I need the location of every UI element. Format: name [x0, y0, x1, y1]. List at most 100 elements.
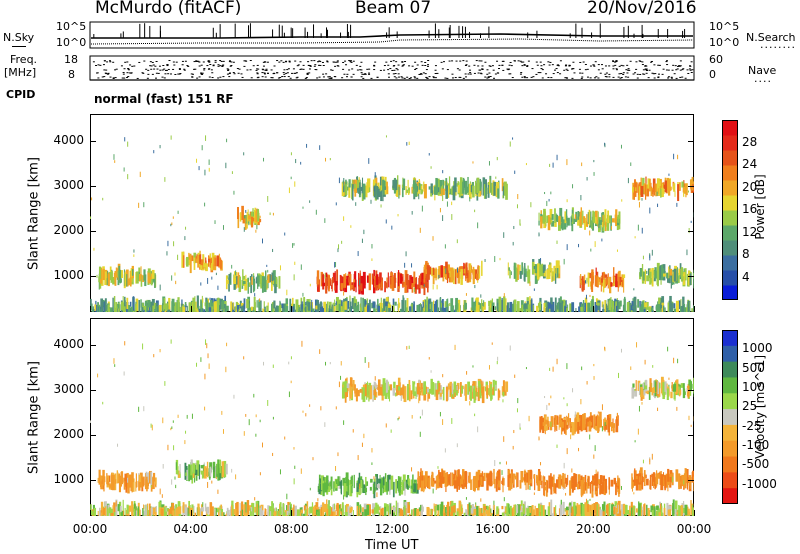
freq-dot	[226, 68, 229, 70]
heatmap-cell	[347, 479, 350, 496]
freq-dot	[620, 73, 623, 75]
heatmap-cell	[498, 480, 501, 488]
freq-dot	[549, 61, 552, 63]
freq-dot	[317, 64, 320, 66]
heatmap-cell	[413, 179, 415, 188]
freq-dot	[368, 73, 371, 75]
heatmap-cell	[469, 183, 472, 199]
heatmap-cell	[630, 507, 633, 516]
freq-dot	[154, 65, 157, 67]
freq-dot	[310, 60, 313, 62]
heatmap-cell	[220, 465, 222, 479]
heatmap-cell	[289, 506, 291, 516]
freq-dot	[441, 68, 444, 70]
heatmap-cell	[201, 308, 204, 312]
freq-dot	[652, 73, 655, 75]
freq-dot	[397, 73, 400, 75]
freq-dot	[121, 77, 124, 79]
heatmap-cell	[667, 468, 670, 482]
heatmap-cell	[113, 296, 116, 312]
heatmap-cell	[225, 275, 228, 290]
heatmap-cell	[512, 507, 514, 515]
heatmap-cell	[152, 514, 154, 516]
heatmap-cell	[434, 383, 436, 397]
freq-dot	[257, 76, 260, 78]
freq-dot	[211, 72, 214, 74]
heatmap-cell	[404, 262, 406, 268]
heatmap-cell	[184, 236, 186, 241]
heatmap-cell	[294, 261, 296, 265]
heatmap-cell	[442, 170, 444, 174]
heatmap-cell	[385, 219, 387, 224]
heatmap-cell	[583, 216, 586, 224]
freq-dot	[617, 76, 620, 78]
heatmap-cell	[323, 301, 326, 312]
heatmap-cell	[654, 477, 656, 490]
heatmap-cell	[465, 479, 468, 489]
heatmap-cell	[655, 481, 657, 488]
freq-dot	[147, 69, 150, 71]
heatmap-cell	[270, 311, 272, 312]
heatmap-cell	[213, 301, 217, 312]
heatmap-cell	[362, 480, 364, 493]
heatmap-cell	[474, 284, 476, 289]
heatmap-cell	[468, 271, 470, 281]
heatmap-cell	[692, 383, 694, 389]
freq-dot	[108, 60, 111, 62]
heatmap-cell	[489, 380, 491, 395]
freq-dot	[531, 68, 534, 70]
heatmap-cell	[332, 504, 336, 512]
heatmap-cell	[258, 299, 260, 311]
heatmap-cell	[661, 302, 664, 312]
heatmap-cell	[495, 176, 497, 179]
heatmap-cell	[655, 304, 658, 312]
heatmap-cell	[98, 469, 101, 485]
heatmap-cell	[439, 392, 442, 397]
freq-dot	[605, 76, 608, 78]
heatmap-cell	[285, 505, 288, 514]
heatmap-cell	[465, 509, 468, 516]
heatmap-cell	[263, 301, 265, 309]
heatmap-cell	[508, 307, 511, 312]
heatmap-cell	[564, 306, 567, 312]
heatmap-cell	[174, 272, 176, 276]
heatmap-cell	[423, 183, 427, 199]
freq-dot	[314, 64, 317, 66]
heatmap-cell	[553, 507, 556, 514]
freq-dot	[266, 61, 269, 63]
freq-dot	[578, 68, 581, 70]
heatmap-cell	[362, 183, 366, 200]
heatmap-cell	[255, 229, 257, 233]
heatmap-cell	[377, 506, 380, 510]
heatmap-cell	[411, 414, 413, 419]
heatmap-cell	[281, 303, 284, 309]
heatmap-cell	[354, 183, 357, 190]
heatmap-cell	[201, 507, 204, 512]
heatmap-cell	[474, 209, 476, 213]
heatmap-cell	[397, 175, 399, 193]
heatmap-cell	[546, 404, 548, 411]
heatmap-cell	[380, 301, 382, 307]
heatmap-cell	[117, 504, 120, 512]
heatmap-cell	[633, 492, 635, 495]
velocity-heatmap	[90, 339, 694, 516]
heatmap-cell	[123, 479, 126, 490]
heatmap-cell	[426, 388, 430, 393]
heatmap-cell	[655, 183, 658, 197]
heatmap-cell	[472, 388, 476, 398]
heatmap-cell	[230, 301, 233, 312]
freq-dot	[193, 68, 196, 70]
heatmap-cell	[392, 513, 395, 516]
heatmap-cell	[496, 156, 498, 161]
heatmap-cell	[406, 189, 409, 193]
heatmap-cell	[553, 485, 556, 494]
heatmap-cell	[351, 284, 355, 289]
heatmap-cell	[140, 275, 143, 287]
heatmap-cell	[278, 276, 281, 289]
heatmap-cell	[185, 472, 187, 476]
freq-dot	[473, 64, 476, 66]
heatmap-cell	[225, 514, 228, 516]
heatmap-cell	[352, 510, 354, 516]
heatmap-cell	[599, 279, 602, 285]
heatmap-cell	[464, 302, 467, 310]
